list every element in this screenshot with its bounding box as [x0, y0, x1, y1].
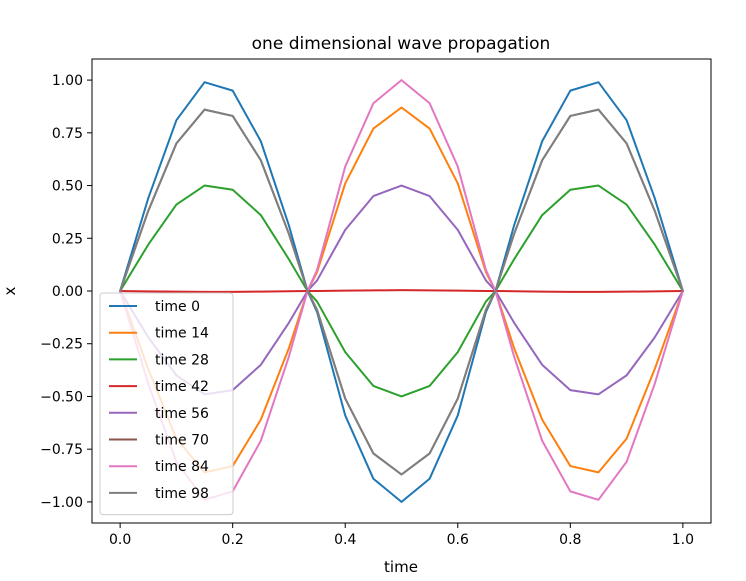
x-tick-label-3: 0.6 [447, 532, 469, 548]
y-tick-label-5: −0.25 [40, 337, 83, 353]
legend-label-3: time 42 [155, 379, 209, 395]
y-tick-label-4: 0.00 [52, 284, 83, 300]
y-tick-label-6: −0.50 [40, 389, 83, 405]
x-tick-label-2: 0.4 [334, 532, 356, 548]
x-tick-label-1: 0.2 [222, 532, 244, 548]
y-tick-label-3: 0.25 [52, 231, 83, 247]
y-tick-label-8: −1.00 [40, 495, 83, 511]
series-line-3 [119, 289, 684, 293]
legend-label-6: time 84 [155, 459, 209, 475]
y-tick-label-0: 1.00 [52, 73, 83, 89]
x-axis: 0.0 0.2 0.4 0.6 0.8 1.0 [109, 523, 694, 548]
legend-label-5: time 70 [155, 433, 209, 449]
y-tick-label-1: 0.75 [52, 126, 83, 142]
series-line-7 [119, 108, 684, 476]
y-tick-label-2: 0.50 [52, 179, 83, 195]
y-axis-label: x [1, 286, 19, 295]
series-line-0 [119, 81, 684, 503]
x-tick-label-5: 1.0 [672, 532, 694, 548]
legend-label-1: time 14 [155, 326, 209, 342]
legend-box [99, 292, 234, 516]
legend-label-4: time 56 [155, 406, 209, 422]
legend-label-2: time 28 [155, 352, 209, 368]
legend-label-7: time 98 [155, 486, 209, 502]
chart-title: one dimensional wave propagation [252, 34, 551, 54]
legend: time 0 time 14 time 28 time 42 time 56 time 7… [99, 292, 234, 516]
series-line-2 [119, 184, 684, 398]
x-axis-label: time [384, 558, 418, 576]
y-axis: 1.00 0.75 0.50 0.25 0.00 −0.25 −0.50 −0.75 −1.00 [40, 73, 92, 511]
x-tick-label-4: 0.8 [559, 532, 581, 548]
legend-label-0: time 0 [155, 299, 200, 315]
y-tick-label-7: −0.75 [40, 442, 83, 458]
x-tick-label-0: 0.0 [109, 532, 131, 548]
